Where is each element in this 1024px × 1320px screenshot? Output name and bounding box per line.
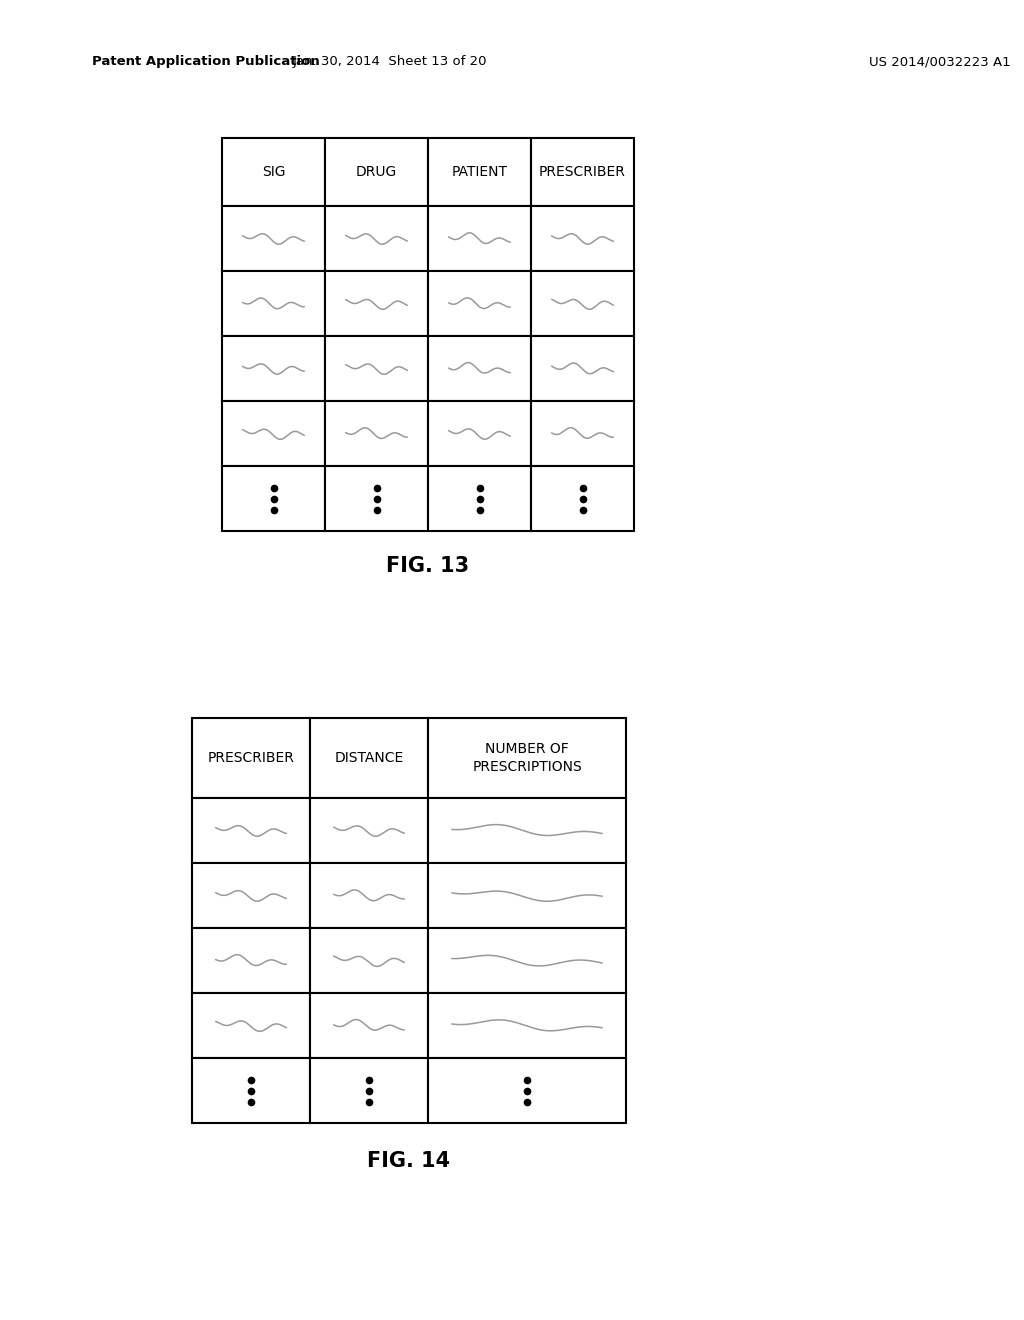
Bar — [428, 206, 531, 271]
Text: US 2014/0032223 A1: US 2014/0032223 A1 — [869, 55, 1011, 69]
Bar — [428, 139, 531, 206]
Bar — [222, 466, 325, 531]
Bar — [428, 799, 626, 863]
Bar — [310, 799, 428, 863]
Bar — [428, 271, 531, 337]
Bar — [428, 993, 626, 1059]
Text: NUMBER OF
PRESCRIPTIONS: NUMBER OF PRESCRIPTIONS — [472, 742, 582, 774]
Bar — [428, 1059, 626, 1123]
Bar — [428, 718, 626, 799]
Bar — [325, 401, 428, 466]
Bar — [310, 928, 428, 993]
Bar — [310, 718, 428, 799]
Bar — [193, 993, 310, 1059]
Bar — [531, 271, 634, 337]
Bar — [325, 139, 428, 206]
Text: DISTANCE: DISTANCE — [335, 751, 403, 766]
Bar — [531, 337, 634, 401]
Text: DRUG: DRUG — [356, 165, 397, 180]
Text: Patent Application Publication: Patent Application Publication — [92, 55, 319, 69]
Text: PATIENT: PATIENT — [452, 165, 508, 180]
Bar — [193, 863, 310, 928]
Bar — [310, 863, 428, 928]
Bar — [531, 139, 634, 206]
Text: PRESCRIBER: PRESCRIBER — [208, 751, 295, 766]
Text: FIG. 14: FIG. 14 — [368, 1151, 451, 1171]
Bar — [193, 718, 310, 799]
Bar — [325, 271, 428, 337]
Bar — [531, 401, 634, 466]
Text: PRESCRIBER: PRESCRIBER — [539, 165, 626, 180]
Bar — [310, 1059, 428, 1123]
Bar — [193, 928, 310, 993]
Bar — [325, 466, 428, 531]
Bar — [325, 206, 428, 271]
Text: FIG. 13: FIG. 13 — [386, 556, 470, 576]
Bar — [193, 1059, 310, 1123]
Bar — [193, 799, 310, 863]
Bar — [428, 401, 531, 466]
Bar — [531, 206, 634, 271]
Text: SIG: SIG — [262, 165, 286, 180]
Bar — [531, 466, 634, 531]
Bar — [222, 401, 325, 466]
Bar — [222, 271, 325, 337]
Bar — [428, 863, 626, 928]
Bar — [222, 206, 325, 271]
Text: Jan. 30, 2014  Sheet 13 of 20: Jan. 30, 2014 Sheet 13 of 20 — [293, 55, 487, 69]
Bar — [222, 139, 325, 206]
Bar — [325, 337, 428, 401]
Bar — [428, 928, 626, 993]
Bar — [428, 337, 531, 401]
Bar — [222, 337, 325, 401]
Bar — [428, 466, 531, 531]
Bar — [310, 993, 428, 1059]
